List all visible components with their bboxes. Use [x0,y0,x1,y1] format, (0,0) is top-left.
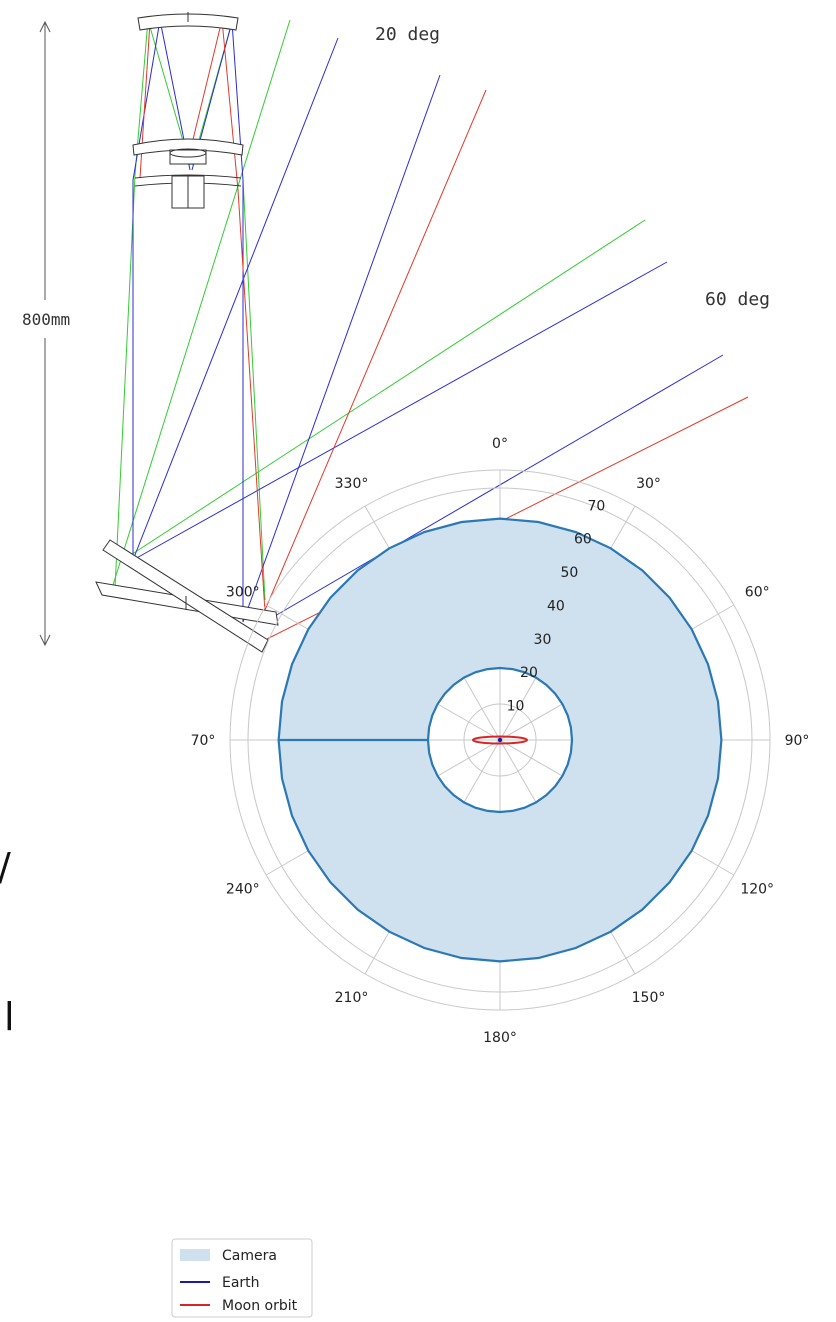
dimension-label: 800mm [22,310,70,329]
moon-orbit-ellipse [472,735,528,745]
angle-label-30: 30° [636,476,661,492]
angle-label-300: 300° [226,585,260,601]
angle-label-150: 150° [632,990,666,1006]
radial-label-10: 10 [507,699,525,715]
angle-label-210: 210° [335,990,369,1006]
radial-label-30: 30 [534,632,552,648]
side-fragment-slash: / [0,845,11,889]
angle-label-0: 0° [492,436,508,452]
angle-label-330: 330° [335,476,369,492]
ray-diagram: 800mm [22,12,770,653]
angle-label-90: 90° [785,733,810,749]
camera-area [277,517,723,963]
label-60-deg: 60 deg [705,289,770,310]
angle-label-60: 60° [745,585,770,601]
telescope-optics [132,12,244,209]
angle-label-270: 70° [191,733,216,749]
dimension-arrow [39,20,51,647]
earth-marker [497,737,503,743]
radial-label-40: 40 [547,598,565,614]
blue-rays [132,19,724,623]
radial-labels: 10 20 30 40 50 60 70 [507,498,606,714]
side-fragment-l: l [4,995,15,1039]
label-20-deg: 20 deg [375,24,440,45]
polar-plot: 0° 30° 60° 90° 120° 150° 180° 210° 240° 70° 300° 33… [191,436,810,1046]
legend-camera-swatch [180,1249,210,1261]
legend: Camera Earth Moon orbit [171,1238,313,1318]
angle-label-180: 180° [483,1030,517,1046]
angle-label-240: 240° [226,882,260,898]
green-rays [112,19,646,601]
legend-moon-label: Moon orbit [222,1298,298,1314]
fold-mirrors [95,539,279,653]
radial-label-70: 70 [587,498,605,514]
radial-label-60: 60 [574,532,592,548]
angle-labels: 0° 30° 60° 90° 120° 150° 180° 210° 240° 70° 300° 33… [191,436,810,1046]
legend-camera-label: Camera [222,1248,277,1264]
radial-label-50: 50 [561,565,579,581]
angle-label-120: 120° [740,882,774,898]
radial-label-20: 20 [520,665,538,681]
legend-earth-label: Earth [222,1275,260,1291]
